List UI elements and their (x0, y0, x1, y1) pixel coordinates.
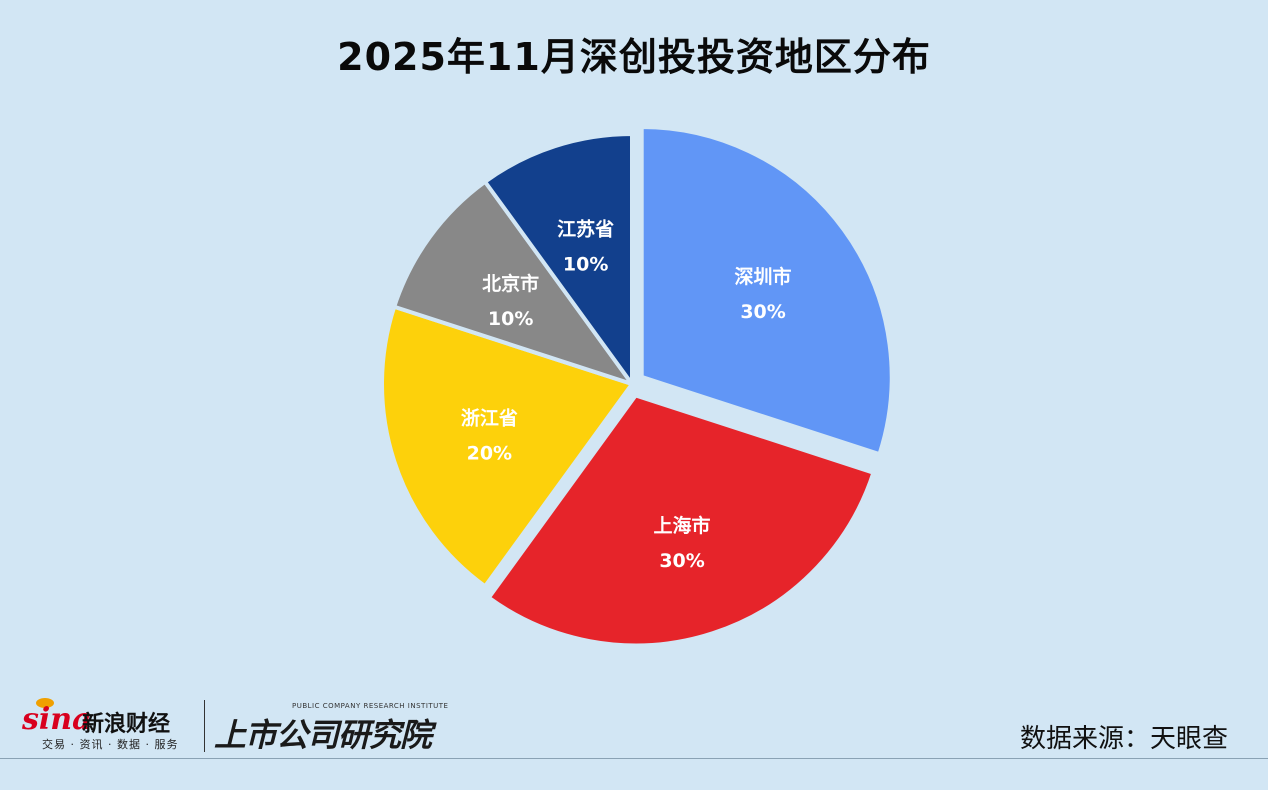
pie-slice-1 (485, 393, 876, 648)
pie-slice-label: 北京市 (482, 272, 539, 295)
pie-slice-0 (639, 124, 894, 457)
pie-slice-4 (482, 131, 634, 391)
logo-divider (204, 700, 205, 752)
pie-slice-label: 浙江省 (461, 406, 518, 429)
pie-slice-label: 上海市 (654, 514, 711, 537)
sina-finance-name: 新浪财经 (82, 712, 171, 737)
sina-eye-icon (36, 698, 54, 708)
pie-slice-value: 10% (563, 253, 608, 275)
pie-slice-2 (380, 304, 636, 590)
pie-slice-value: 30% (659, 550, 704, 572)
institute-chinese-name: 上市公司研究院 (214, 716, 432, 754)
pie-slice-value: 10% (488, 308, 533, 330)
sina-finance-tagline: 交易 · 资讯 · 数据 · 服务 (42, 738, 179, 751)
institute-english-name: PUBLIC COMPANY RESEARCH INSTITUTE (292, 702, 449, 710)
pie-slice-value: 30% (740, 301, 785, 323)
pie-slice-label: 深圳市 (735, 265, 792, 288)
pie-slice-3 (391, 178, 638, 388)
chart-title: 2025年11月深创投投资地区分布 (337, 35, 931, 79)
research-institute-logo: PUBLIC COMPANY RESEARCH INSTITUTE 上市公司研究… (214, 698, 464, 754)
sina-finance-logo: sina 新浪财经 交易 · 资讯 · 数据 · 服务 (22, 698, 202, 751)
sina-wordmark: sina (22, 702, 92, 737)
data-source: 数据来源：天眼查 (1019, 724, 1228, 754)
pie-slice-value: 20% (467, 442, 512, 464)
footer-divider (0, 758, 1268, 759)
pie-slice-label: 江苏省 (557, 217, 614, 240)
